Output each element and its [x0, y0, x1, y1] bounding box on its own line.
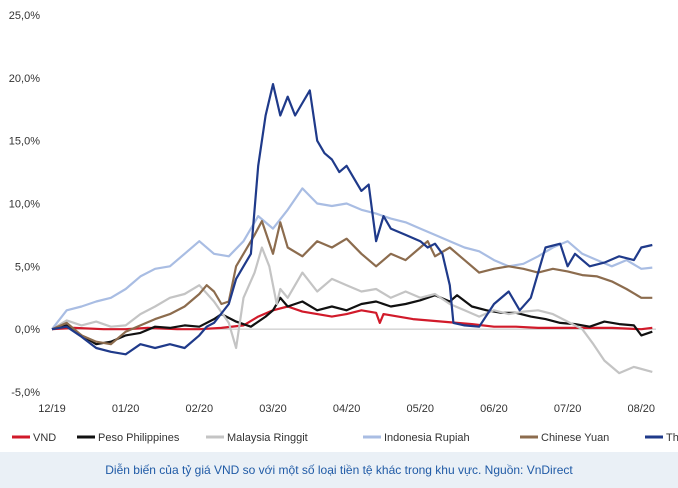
line-chart: 25,0% 20,0% 15,0% 10,0% 5,0% 0,0% -5,0% 12/19 01… [9, 10, 678, 444]
legend-label: Indonesia Rupiah [384, 432, 470, 444]
series-line [51, 294, 653, 346]
y-tick-label: 5,0% [15, 261, 40, 273]
series-line [51, 187, 653, 330]
x-tick-label: 01/20 [112, 403, 140, 415]
x-tick-label: 08/20 [628, 403, 656, 415]
y-tick-label: 15,0% [9, 136, 40, 148]
x-tick-label: 03/20 [259, 403, 287, 415]
x-tick-label: 02/20 [186, 403, 214, 415]
series-line [51, 305, 653, 331]
chart: 25,0% 20,0% 15,0% 10,0% 5,0% 0,0% -5,0% 12/19 01… [9, 10, 678, 444]
legend-label: Thai Baht [666, 432, 678, 444]
y-tick-label: 20,0% [9, 73, 40, 85]
x-tick-label: 04/20 [333, 403, 361, 415]
x-tick-label: 12/19 [38, 403, 66, 415]
series-line [51, 220, 653, 346]
legend-label: VND [33, 432, 56, 444]
y-tick-label: 0,0% [15, 324, 40, 336]
legend-label: Chinese Yuan [541, 432, 609, 444]
series-line [51, 246, 653, 375]
y-tick-label: 10,0% [9, 199, 40, 211]
legend-label: Malaysia Ringgit [227, 432, 308, 444]
legend-label: Peso Philippines [98, 432, 180, 444]
y-tick-label: 25,0% [9, 10, 40, 22]
y-tick-label: -5,0% [11, 387, 40, 399]
x-tick-label: 06/20 [480, 403, 508, 415]
x-tick-label: 07/20 [554, 403, 582, 415]
series-line [51, 83, 653, 356]
x-tick-label: 05/20 [407, 403, 435, 415]
figure-caption: Diễn biến của tỷ giá VND so với một số l… [0, 452, 678, 488]
